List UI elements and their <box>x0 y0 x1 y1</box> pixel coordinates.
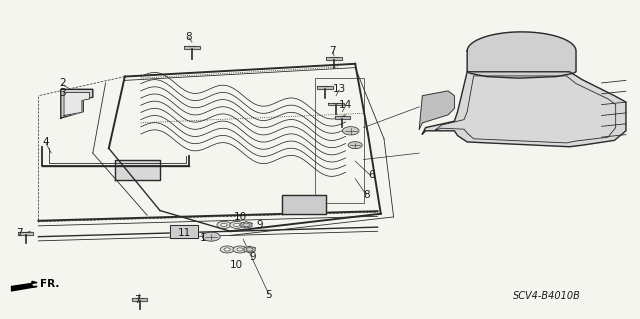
Circle shape <box>233 246 247 253</box>
Text: 8: 8 <box>186 32 192 42</box>
Circle shape <box>224 248 230 251</box>
Circle shape <box>217 221 231 228</box>
Polygon shape <box>467 32 576 78</box>
Text: FR.: FR. <box>40 279 59 289</box>
Circle shape <box>348 142 362 149</box>
Polygon shape <box>317 86 333 89</box>
Polygon shape <box>18 232 33 235</box>
Text: 9: 9 <box>250 252 256 262</box>
Polygon shape <box>132 298 147 300</box>
Text: 1: 1 <box>200 233 207 243</box>
Text: 10: 10 <box>234 212 247 222</box>
Polygon shape <box>335 116 350 119</box>
Polygon shape <box>115 160 160 180</box>
Circle shape <box>230 221 244 228</box>
Circle shape <box>237 248 243 251</box>
Circle shape <box>342 127 359 135</box>
Polygon shape <box>12 281 37 291</box>
Text: 10: 10 <box>230 260 243 270</box>
Polygon shape <box>184 46 200 49</box>
Polygon shape <box>170 225 198 238</box>
Circle shape <box>221 223 227 226</box>
Polygon shape <box>61 89 93 118</box>
Polygon shape <box>328 103 344 105</box>
Text: 2: 2 <box>59 78 65 88</box>
Text: 8: 8 <box>363 189 369 200</box>
Polygon shape <box>64 93 90 115</box>
Text: 4: 4 <box>43 137 49 147</box>
Circle shape <box>220 246 234 253</box>
Text: 14: 14 <box>339 100 352 110</box>
Polygon shape <box>244 246 255 253</box>
Text: 7: 7 <box>16 228 22 238</box>
Text: 6: 6 <box>368 170 374 181</box>
Text: 3: 3 <box>59 87 65 98</box>
Text: 9: 9 <box>256 220 262 230</box>
Polygon shape <box>326 57 342 60</box>
Text: SCV4-B4010B: SCV4-B4010B <box>513 291 581 301</box>
Polygon shape <box>282 195 326 214</box>
Text: 5: 5 <box>266 290 272 300</box>
Circle shape <box>202 232 220 241</box>
Circle shape <box>234 223 240 226</box>
Text: 13: 13 <box>333 84 346 94</box>
Polygon shape <box>419 91 454 129</box>
Text: 7: 7 <box>330 46 336 56</box>
Text: 7: 7 <box>134 295 141 306</box>
Polygon shape <box>422 72 626 147</box>
Polygon shape <box>241 222 252 228</box>
Text: 11: 11 <box>178 228 191 238</box>
